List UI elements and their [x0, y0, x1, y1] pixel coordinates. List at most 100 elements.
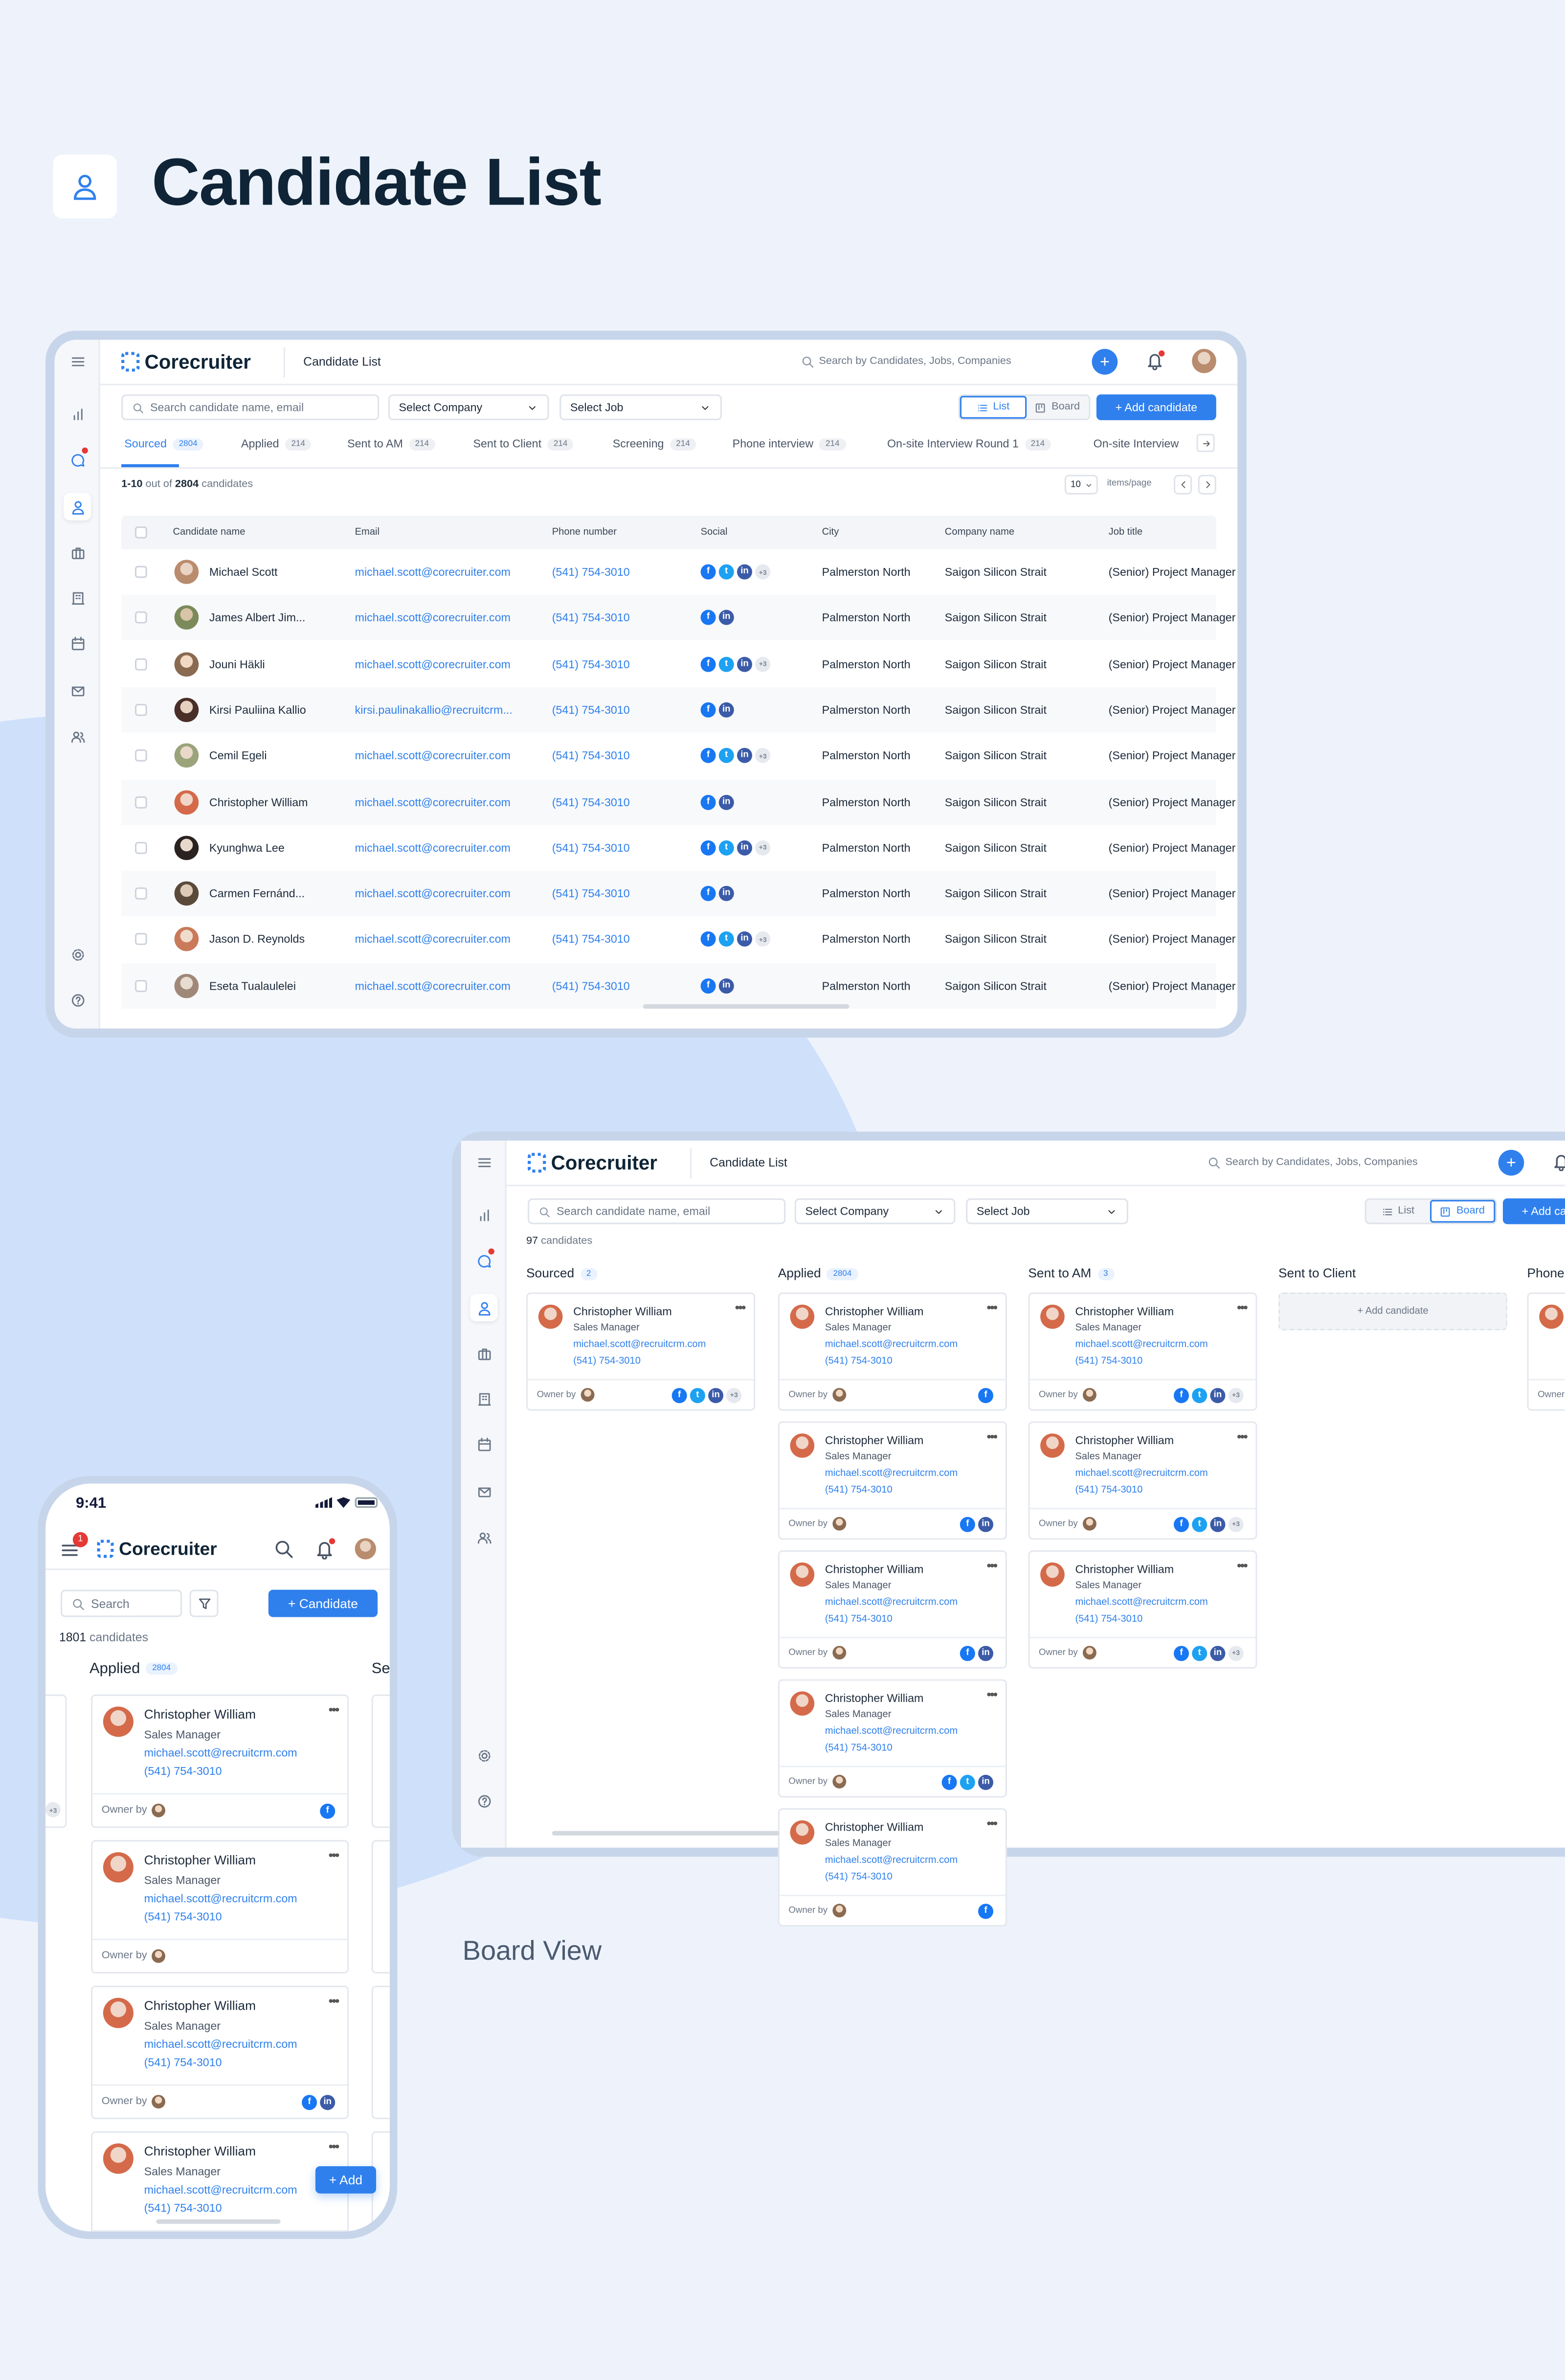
- twitter-icon[interactable]: t: [690, 1387, 705, 1403]
- linkedin-icon[interactable]: in: [1210, 1387, 1226, 1403]
- more-options-button[interactable]: •••: [986, 1815, 998, 1831]
- candidate-card-partial[interactable]: [371, 1840, 390, 1974]
- linkedin-icon[interactable]: in: [718, 702, 734, 718]
- quick-add-button[interactable]: +: [1498, 1150, 1524, 1176]
- add-candidate-button[interactable]: + Add candidate: [1502, 1198, 1565, 1224]
- twitter-icon[interactable]: t: [1192, 1516, 1207, 1532]
- facebook-icon[interactable]: f: [700, 840, 716, 856]
- card-email[interactable]: michael.scott@recruitcrm.com: [825, 1597, 958, 1608]
- page-size-select[interactable]: 10: [1064, 475, 1098, 495]
- job-select[interactable]: Select Job: [966, 1198, 1128, 1224]
- facebook-icon[interactable]: f: [700, 656, 716, 672]
- twitter-icon[interactable]: t: [1192, 1645, 1207, 1660]
- card-candidate-name[interactable]: Christopher William: [144, 1997, 256, 2013]
- row-checkbox[interactable]: [134, 703, 147, 716]
- card-email[interactable]: michael.scott@recruitcrm.com: [144, 2183, 297, 2197]
- more-options-button[interactable]: •••: [328, 2139, 339, 2154]
- sidebar-item-briefcase[interactable]: [470, 1339, 497, 1367]
- card-phone[interactable]: (541) 754-3010: [573, 1356, 641, 1367]
- candidate-phone[interactable]: (541) 754-3010: [552, 932, 630, 947]
- card-phone[interactable]: (541) 754-3010: [825, 1356, 893, 1367]
- more-socials-badge[interactable]: +3: [1228, 1387, 1244, 1403]
- table-row[interactable]: Christopher William michael.scott@corecru…: [121, 779, 1236, 825]
- mobile-search-input[interactable]: Search: [61, 1589, 182, 1617]
- facebook-icon[interactable]: f: [1174, 1645, 1189, 1660]
- table-row[interactable]: Cemil Egeli michael.scott@corecruiter.com…: [121, 733, 1236, 779]
- twitter-icon[interactable]: t: [718, 840, 734, 856]
- more-socials-badge[interactable]: +3: [755, 748, 771, 764]
- select-all-checkbox[interactable]: [134, 526, 147, 539]
- add-candidate-button[interactable]: + Add candidate: [1096, 394, 1216, 420]
- candidate-email[interactable]: michael.scott@corecruiter.com: [355, 932, 511, 947]
- facebook-icon[interactable]: f: [978, 1387, 994, 1403]
- sidebar-item-settings[interactable]: [470, 1742, 497, 1769]
- card-phone[interactable]: (541) 754-3010: [825, 1485, 893, 1496]
- table-row[interactable]: Jouni Häkli michael.scott@corecruiter.com…: [121, 641, 1236, 687]
- candidate-name[interactable]: James Albert Jim...: [209, 611, 306, 625]
- card-candidate-name[interactable]: Christopher William: [144, 2143, 256, 2159]
- row-checkbox[interactable]: [134, 795, 147, 808]
- more-options-button[interactable]: •••: [328, 1993, 339, 2009]
- linkedin-icon[interactable]: in: [737, 748, 752, 764]
- candidate-email[interactable]: kirsi.paulinakallio@recruitcrm...: [355, 703, 513, 717]
- sidebar-item-briefcase[interactable]: [64, 539, 91, 566]
- candidate-phone[interactable]: (541) 754-3010: [552, 565, 630, 579]
- global-search[interactable]: Search by Candidates, Jobs, Companies: [801, 355, 1011, 369]
- sidebar-item-users[interactable]: [64, 722, 91, 749]
- more-options-button[interactable]: •••: [1236, 1558, 1248, 1573]
- candidate-name[interactable]: Jouni Häkli: [209, 657, 265, 671]
- card-phone[interactable]: (541) 754-3010: [144, 2201, 222, 2215]
- twitter-icon[interactable]: t: [960, 1774, 975, 1790]
- card-phone[interactable]: (541) 754-3010: [1075, 1356, 1143, 1367]
- card-phone[interactable]: (541) 754-3010: [144, 1909, 222, 1924]
- twitter-icon[interactable]: t: [718, 932, 734, 948]
- facebook-icon[interactable]: f: [960, 1516, 975, 1532]
- candidate-email[interactable]: michael.scott@corecruiter.com: [355, 565, 511, 579]
- horizontal-scrollbar[interactable]: [643, 1004, 850, 1009]
- candidate-phone[interactable]: (541) 754-3010: [552, 978, 630, 993]
- sidebar-item-chart[interactable]: [64, 401, 91, 428]
- card-phone[interactable]: (541) 754-3010: [144, 2055, 222, 2069]
- card-email[interactable]: michael.scott@recruitcrm.com: [1075, 1339, 1208, 1350]
- facebook-icon[interactable]: f: [700, 610, 716, 626]
- sidebar-item-users[interactable]: [470, 1523, 497, 1550]
- linkedin-icon[interactable]: in: [737, 932, 752, 948]
- global-search[interactable]: Search by Candidates, Jobs, Companies: [1207, 1156, 1418, 1170]
- card-candidate-name[interactable]: Christopher William: [1075, 1304, 1174, 1318]
- linkedin-icon[interactable]: in: [320, 2094, 335, 2109]
- card-email[interactable]: michael.scott@recruitcrm.com: [144, 1891, 297, 1905]
- candidate-email[interactable]: michael.scott@corecruiter.com: [355, 748, 511, 763]
- sidebar-item-help[interactable]: [64, 986, 91, 1014]
- more-options-button[interactable]: •••: [986, 1558, 998, 1573]
- more-socials-badge[interactable]: +3: [755, 656, 771, 672]
- sidebar-item-calendar[interactable]: [64, 630, 91, 657]
- facebook-icon[interactable]: f: [700, 564, 716, 580]
- card-phone[interactable]: (541) 754-3010: [144, 1764, 222, 1778]
- avatar[interactable]: [355, 1538, 376, 1560]
- row-checkbox[interactable]: [134, 979, 147, 992]
- card-candidate-name[interactable]: Christopher William: [825, 1562, 924, 1576]
- facebook-icon[interactable]: f: [1174, 1387, 1189, 1403]
- candidate-email[interactable]: michael.scott@corecruiter.com: [355, 840, 511, 855]
- candidate-phone[interactable]: (541) 754-3010: [552, 840, 630, 855]
- linkedin-icon[interactable]: in: [718, 610, 734, 626]
- candidate-phone[interactable]: (541) 754-3010: [552, 886, 630, 901]
- tabs-next-button[interactable]: [1196, 433, 1215, 453]
- add-candidate-button[interactable]: + Candidate: [268, 1589, 378, 1617]
- card-candidate-name[interactable]: Christopher William: [825, 1304, 924, 1318]
- card-phone[interactable]: (541) 754-3010: [825, 1614, 893, 1625]
- tab-screening[interactable]: Screening 214: [613, 437, 696, 451]
- linkedin-icon[interactable]: in: [737, 564, 752, 580]
- horizontal-scrollbar[interactable]: [552, 1831, 780, 1836]
- more-socials-badge[interactable]: +3: [1228, 1516, 1244, 1532]
- twitter-icon[interactable]: t: [1192, 1387, 1207, 1403]
- linkedin-icon[interactable]: in: [978, 1774, 994, 1790]
- more-options-button[interactable]: •••: [1236, 1428, 1248, 1444]
- more-socials-badge[interactable]: +3: [755, 840, 771, 856]
- candidate-name[interactable]: Michael Scott: [209, 565, 278, 579]
